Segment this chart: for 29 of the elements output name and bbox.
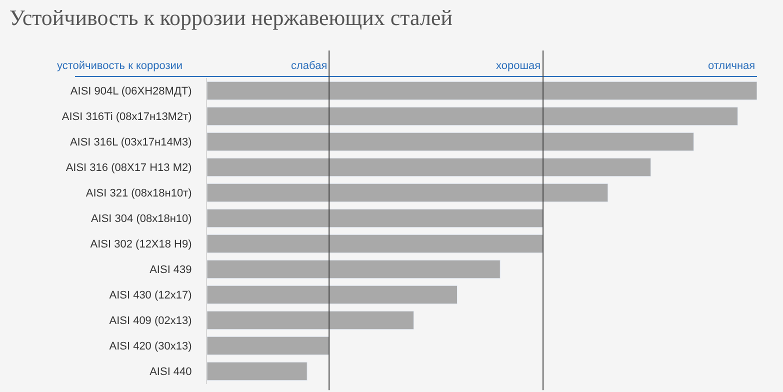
bar [207, 132, 694, 152]
y-tick-label: AISI 409 (02х13) [109, 315, 192, 328]
bar [207, 362, 308, 381]
bar [207, 158, 652, 177]
y-tick-label: AISI 440 [150, 366, 192, 378]
y-tick-label: AISI 304 (08х18н10) [90, 213, 192, 226]
y-tick-label: AISI 904L (06ХН28МДТ) [70, 86, 192, 98]
y-tick-label: AISI 316L (03х17н14М3) [70, 136, 192, 149]
bar [207, 234, 544, 254]
bar [207, 208, 544, 228]
bar [207, 260, 500, 279]
y-tick-label: AISI 420 (30х13) [109, 340, 192, 353]
y-tick-label: AISI 316Ti (08х17н13М2т) [62, 111, 192, 124]
y-tick-label: AISI 316 (08Х17 Н13 М2) [66, 162, 192, 174]
chart-title: Устойчивость к коррозии нержавеющих сталей [9, 5, 453, 30]
ref-line-label: хорошая [496, 60, 541, 72]
y-tick-label: AISI 321 (08х18н10т) [86, 188, 192, 200]
y-axis-title: устойчивость к коррозии [57, 60, 183, 72]
bar [207, 81, 757, 100]
ref-line-label: слабая [291, 60, 328, 72]
bar [207, 310, 414, 330]
bar [207, 106, 738, 126]
bar [207, 183, 608, 202]
bar [207, 336, 330, 356]
y-tick-label: AISI 302 (12Х18 Н9) [90, 238, 192, 251]
bar [207, 285, 458, 304]
y-tick-label: AISI 439 [150, 264, 192, 276]
text: отличная [708, 60, 756, 72]
y-tick-label: AISI 430 (12х17) [109, 290, 192, 302]
